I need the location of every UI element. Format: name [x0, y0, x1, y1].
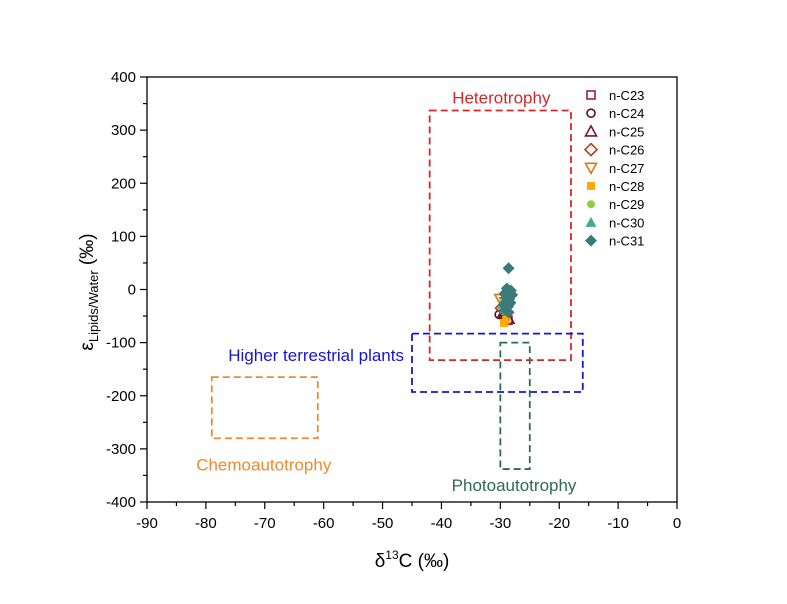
legend-marker-n-C29	[587, 200, 595, 209]
legend-label-n-C31: n-C31	[609, 234, 644, 249]
legend-marker-n-C31	[585, 234, 597, 247]
y-tick-label: -400	[106, 494, 136, 511]
heterotrophy-label: Heterotrophy	[452, 88, 551, 107]
legend-marker-n-C30	[585, 216, 597, 227]
legend-label-n-C25: n-C25	[609, 124, 644, 139]
x-tick-label: -80	[195, 515, 217, 532]
y-tick-label: 100	[111, 228, 136, 245]
legend-marker-n-C28	[587, 182, 595, 190]
legend-marker-n-C27	[584, 162, 598, 175]
y-tick-label: 0	[128, 282, 136, 299]
x-axis-ticks: -90 -80 -70 -60 -50 -40 -30 -20 -10 0	[136, 502, 681, 532]
n-C31-point	[502, 306, 515, 319]
x-tick-label: -40	[431, 515, 453, 532]
x-tick-label: -60	[313, 515, 335, 532]
y-tick-label: 200	[111, 175, 136, 192]
legend-marker-n-C24	[586, 108, 596, 118]
n-C28-point	[502, 315, 511, 324]
x-tick-label: -90	[136, 515, 158, 532]
region-boxes: Heterotrophy Higher terrestrial plants Pho…	[196, 88, 584, 495]
legend: n-C23 n-C24 n-C25 n-C26 n-C27 n-C28 n-C29 n-C30…	[583, 88, 644, 249]
y-axis-title-subscript: Lipids/Water	[86, 270, 101, 342]
higher-terrestrial-plants-region	[411, 332, 584, 393]
legend-marker-n-C23	[586, 90, 596, 100]
legend-marker-n-C25	[584, 124, 598, 137]
y-tick-label: 300	[111, 122, 136, 139]
chemoautotrophy-label: Chemoautotrophy	[196, 455, 332, 474]
n-C31-point	[500, 282, 513, 295]
legend-label-n-C28: n-C28	[609, 179, 644, 194]
y-tick-label: -100	[106, 335, 136, 352]
legend-label-n-C30: n-C30	[609, 215, 644, 230]
legend-marker-n-C26	[583, 142, 599, 157]
x-tick-label: -20	[548, 515, 570, 532]
x-axis-title: δ13C (‰)	[375, 548, 450, 572]
legend-label-n-C29: n-C29	[609, 197, 644, 212]
legend-label-n-C24: n-C24	[609, 106, 644, 121]
x-tick-label: 0	[673, 515, 681, 532]
y-axis-ticks: -400 -300 -200 -100 0 100 200 300 400	[106, 69, 147, 511]
x-axis-title-superscript: 13	[385, 548, 399, 562]
photoautotrophy-label: Photoautotrophy	[452, 476, 577, 495]
heterotrophy-region	[428, 109, 572, 362]
higher-terrestrial-plants-label: Higher terrestrial plants	[228, 346, 404, 365]
y-tick-label: -300	[106, 441, 136, 458]
x-tick-label: -50	[372, 515, 394, 532]
y-axis-title: εLipids/Water (‰)	[77, 233, 101, 350]
data-points	[493, 262, 519, 327]
x-tick-label: -30	[489, 515, 511, 532]
legend-label-n-C26: n-C26	[609, 143, 644, 158]
legend-label-n-C27: n-C27	[609, 161, 644, 176]
y-tick-label: 400	[111, 69, 136, 86]
x-tick-label: -10	[607, 515, 629, 532]
photoautotrophy-region	[499, 341, 531, 470]
x-tick-label: -70	[254, 515, 276, 532]
legend-label-n-C23: n-C23	[609, 88, 644, 103]
n-C31-point	[502, 262, 515, 275]
chemoautotrophy-region	[210, 376, 319, 440]
y-tick-label: -200	[106, 388, 136, 405]
